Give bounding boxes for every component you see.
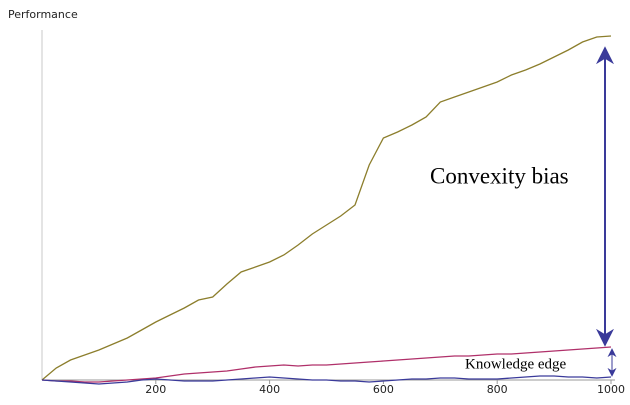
y-axis-label: Performance <box>8 8 78 21</box>
annotation: Knowledge edge <box>465 356 567 372</box>
series-line <box>41 346 612 383</box>
x-tick-label: 600 <box>373 383 394 396</box>
series-line <box>41 375 612 385</box>
x-tick-label: 1000 <box>597 383 625 396</box>
series-line <box>41 35 612 381</box>
x-tick-label: 400 <box>259 383 280 396</box>
x-tick-label: 200 <box>145 383 166 396</box>
x-tick-label: 800 <box>487 383 508 396</box>
annotation: Convexity bias <box>430 163 569 188</box>
